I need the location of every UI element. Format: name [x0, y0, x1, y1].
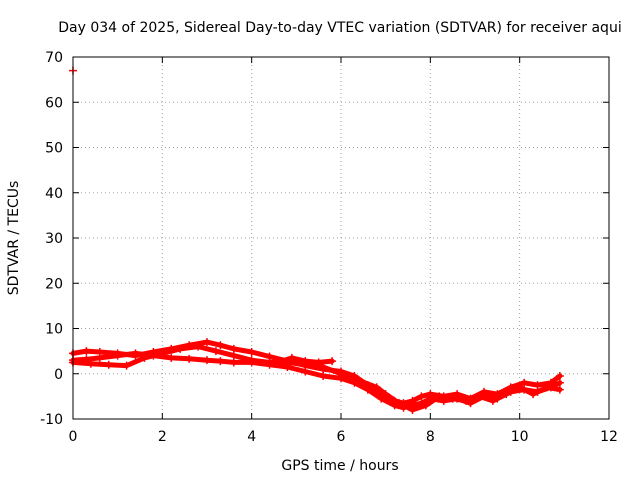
data-point: [167, 353, 176, 362]
tick-labels: 0 2 4 6 8 10 12 -10 0 10 20 30 40 50 60 70: [40, 50, 618, 445]
y-tick-label: 70: [45, 50, 63, 66]
data-point: [104, 360, 113, 369]
y-tick-label: 40: [45, 186, 63, 202]
data-point: [555, 385, 564, 394]
data-point: [395, 399, 404, 408]
data-point: [131, 349, 140, 358]
data-point: [86, 359, 95, 368]
x-tick-label: 4: [247, 429, 256, 445]
data-point: [515, 383, 524, 392]
data-point: [363, 385, 372, 394]
data-point: [354, 376, 363, 385]
data-point: [229, 344, 238, 353]
data-point: [301, 357, 310, 366]
x-tick-label: 10: [511, 429, 529, 445]
data-point: [176, 344, 185, 353]
data-point: [122, 361, 131, 370]
data-point: [95, 353, 104, 362]
data-point: [533, 381, 542, 390]
data-point: [203, 356, 211, 365]
data-point: [229, 351, 238, 360]
data-point: [502, 390, 511, 399]
y-tick-label: 50: [45, 141, 63, 157]
data-point: [372, 383, 381, 392]
series-2: [69, 342, 564, 414]
x-tick-label: 2: [158, 429, 167, 445]
x-tick-label: 8: [426, 429, 435, 445]
y-tick-label: -10: [40, 412, 63, 428]
data-point: [216, 341, 225, 350]
data-point: [194, 342, 203, 351]
data-point: [247, 348, 256, 357]
data-point: [520, 378, 529, 387]
data-point: [319, 372, 328, 381]
x-axis-label: GPS time / hours: [281, 458, 398, 474]
data-point: [314, 358, 323, 367]
data-point: [448, 394, 457, 403]
data-point: [529, 390, 538, 399]
data-point: [301, 367, 310, 376]
data-point: [216, 357, 225, 366]
data-point: [488, 396, 497, 405]
data-point: [555, 378, 564, 387]
data-point: [229, 358, 238, 367]
data-point: [113, 351, 122, 360]
data-point: [555, 372, 564, 381]
data-point: [417, 392, 426, 401]
data-point: [265, 358, 274, 367]
data-point: [328, 357, 337, 366]
chart-title: Day 034 of 2025, Sidereal Day-to-day VTE…: [58, 20, 621, 36]
data-point: [82, 347, 91, 356]
data-point: [421, 401, 430, 410]
x-tick-label: 0: [69, 429, 78, 445]
data-point: [408, 405, 417, 414]
x-tick-label: 6: [337, 429, 346, 445]
data-point: [211, 347, 220, 356]
data-point: [381, 390, 390, 399]
y-axis-label: SDTVAR / TECUs: [6, 181, 22, 296]
y-tick-label: 0: [54, 367, 63, 383]
data-point: [475, 392, 484, 401]
y-tick-label: 10: [45, 322, 63, 338]
y-tick-label: 60: [45, 95, 63, 111]
axis-ticks: [72, 56, 610, 420]
data-point: [377, 394, 386, 403]
series-3: [274, 353, 337, 367]
data-point: [542, 383, 551, 392]
data-point: [435, 392, 444, 401]
y-tick-label: 20: [45, 276, 63, 292]
data-point: [287, 353, 296, 362]
data-point: [337, 369, 345, 378]
data-point: [274, 358, 283, 367]
data-points: [69, 66, 564, 414]
plot-frame: [72, 56, 610, 420]
y-tick-label: 30: [45, 231, 63, 247]
data-point: [158, 349, 167, 358]
data-point: [462, 396, 471, 405]
data-point: [140, 353, 149, 362]
x-tick-label: 12: [600, 429, 618, 445]
data-point: [185, 354, 194, 363]
data-point: [247, 356, 256, 365]
data-point: [203, 338, 211, 347]
